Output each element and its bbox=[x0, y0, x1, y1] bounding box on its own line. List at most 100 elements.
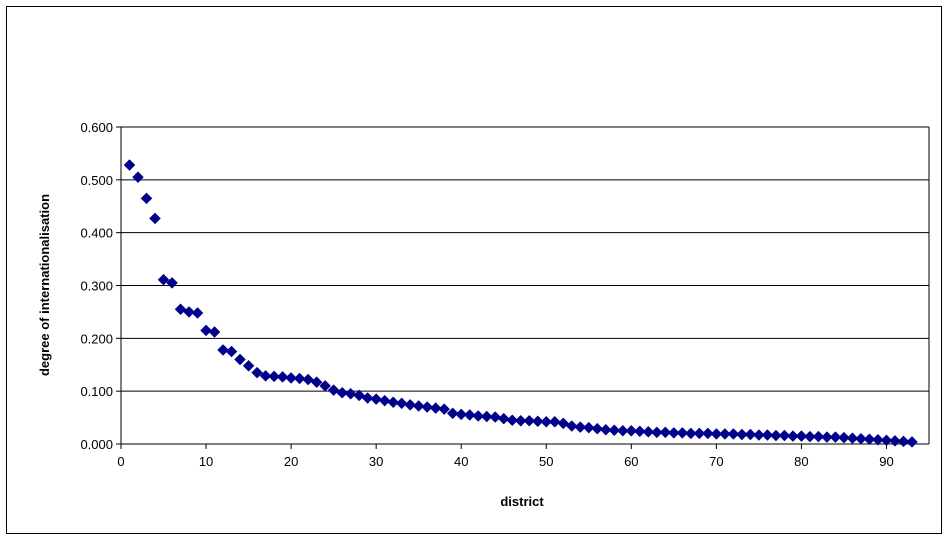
data-point-diamond bbox=[719, 428, 731, 440]
data-point-diamond bbox=[217, 344, 229, 356]
data-point-diamond bbox=[455, 408, 468, 421]
data-point-diamond bbox=[855, 432, 867, 445]
data-point-diamond bbox=[667, 427, 680, 439]
data-point-diamond bbox=[753, 429, 765, 441]
data-point-diamond bbox=[370, 393, 383, 405]
data-point-diamond bbox=[557, 417, 570, 430]
y-tick-label: 0.400 bbox=[80, 226, 113, 241]
data-point-diamond bbox=[378, 394, 391, 407]
x-tick-label: 80 bbox=[794, 454, 808, 469]
y-tick-label: 0.100 bbox=[80, 384, 113, 399]
y-tick-label: 0.000 bbox=[80, 437, 113, 452]
grid-lines bbox=[121, 126, 929, 392]
data-point-diamond bbox=[157, 273, 170, 286]
data-point-diamond bbox=[778, 429, 791, 442]
data-point-diamond bbox=[736, 428, 748, 441]
data-point-diamond bbox=[625, 424, 638, 437]
data-point-diamond bbox=[633, 425, 646, 438]
x-tick-label: 90 bbox=[879, 454, 893, 469]
data-point-diamond bbox=[659, 426, 672, 439]
data-points bbox=[123, 159, 918, 448]
x-tick-label: 20 bbox=[284, 454, 298, 469]
x-tick-label: 0 bbox=[117, 454, 124, 469]
data-point-diamond bbox=[336, 386, 348, 399]
data-point-diamond bbox=[812, 430, 825, 443]
data-point-diamond bbox=[846, 432, 859, 445]
data-point-diamond bbox=[472, 410, 485, 422]
chart-frame bbox=[6, 6, 942, 534]
x-tick-labels: 0 10 20 30 40 50 60 70 80 90 bbox=[117, 454, 893, 469]
data-point-diamond bbox=[880, 434, 893, 447]
data-point-diamond bbox=[548, 415, 561, 428]
axes bbox=[116, 126, 930, 449]
data-point-diamond bbox=[497, 412, 510, 425]
data-point-diamond bbox=[710, 428, 723, 440]
data-point-diamond bbox=[506, 414, 519, 427]
data-point-diamond bbox=[608, 424, 621, 437]
data-point-diamond bbox=[693, 427, 706, 440]
data-point-diamond bbox=[268, 370, 280, 383]
x-tick-label: 40 bbox=[454, 454, 468, 469]
data-point-diamond bbox=[361, 392, 374, 404]
data-point-diamond bbox=[770, 429, 782, 442]
data-point-diamond bbox=[761, 429, 774, 441]
data-point-diamond bbox=[404, 399, 417, 411]
data-point-diamond bbox=[344, 387, 357, 400]
data-point-diamond bbox=[795, 430, 808, 442]
data-point-diamond bbox=[489, 411, 502, 423]
data-point-diamond bbox=[565, 420, 578, 432]
data-point-diamond bbox=[251, 366, 263, 379]
data-point-diamond bbox=[327, 384, 340, 396]
data-point-diamond bbox=[744, 428, 757, 441]
data-point-diamond bbox=[293, 372, 306, 385]
data-point-diamond bbox=[591, 422, 604, 435]
data-point-diamond bbox=[872, 433, 884, 446]
data-point-diamond bbox=[225, 345, 238, 358]
data-point-diamond bbox=[387, 396, 400, 409]
data-point-diamond bbox=[421, 401, 434, 413]
data-point-diamond bbox=[897, 435, 910, 448]
data-point-diamond bbox=[438, 403, 451, 415]
data-point-diamond bbox=[191, 307, 204, 319]
data-point-diamond bbox=[353, 389, 366, 402]
data-point-diamond bbox=[140, 192, 153, 205]
data-point-diamond bbox=[514, 414, 527, 427]
data-point-diamond bbox=[906, 436, 918, 448]
data-point-diamond bbox=[821, 431, 833, 443]
data-point-diamond bbox=[889, 434, 901, 447]
y-tick-labels: 0.000 0.100 0.200 0.300 0.400 0.500 0.600 bbox=[80, 120, 113, 452]
data-point-diamond bbox=[702, 427, 714, 440]
data-point-diamond bbox=[310, 376, 323, 389]
x-tick-label: 50 bbox=[539, 454, 553, 469]
data-point-diamond bbox=[123, 159, 136, 171]
data-point-diamond bbox=[463, 409, 476, 421]
data-point-diamond bbox=[302, 373, 314, 386]
data-point-diamond bbox=[200, 324, 212, 337]
data-point-diamond bbox=[276, 371, 289, 383]
data-point-diamond bbox=[412, 400, 425, 412]
x-tick-label: 60 bbox=[624, 454, 638, 469]
data-point-diamond bbox=[676, 427, 689, 439]
data-point-diamond bbox=[183, 306, 195, 318]
data-point-diamond bbox=[531, 415, 544, 428]
data-point-diamond bbox=[863, 433, 876, 446]
data-point-diamond bbox=[582, 421, 595, 434]
x-tick-label: 30 bbox=[369, 454, 383, 469]
data-point-diamond bbox=[599, 423, 612, 436]
data-point-diamond bbox=[319, 380, 331, 392]
data-point-diamond bbox=[650, 426, 663, 439]
data-point-diamond bbox=[242, 359, 255, 372]
data-point-diamond bbox=[838, 431, 850, 444]
data-point-diamond bbox=[787, 430, 799, 442]
y-axis-title: degree of internationalisation bbox=[37, 194, 52, 376]
data-point-diamond bbox=[149, 212, 161, 225]
data-point-diamond bbox=[446, 407, 459, 420]
y-tick-label: 0.300 bbox=[80, 279, 113, 294]
data-point-diamond bbox=[829, 431, 842, 443]
data-point-diamond bbox=[727, 428, 740, 440]
data-point-diamond bbox=[684, 427, 697, 440]
y-tick-label: 0.600 bbox=[80, 120, 113, 135]
data-point-diamond bbox=[132, 171, 144, 184]
data-point-diamond bbox=[429, 402, 442, 414]
